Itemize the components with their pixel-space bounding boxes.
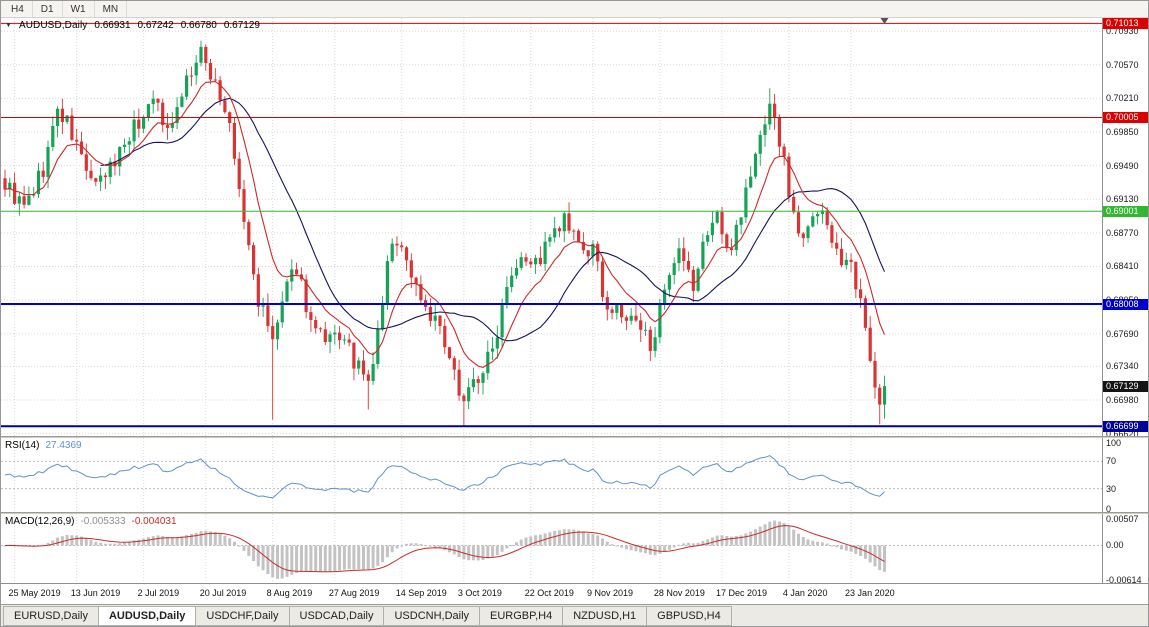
hline-price-label: 0.69001 <box>1103 205 1148 217</box>
rsi-canvas <box>1 438 1102 512</box>
one-click-trading-toggle-icon[interactable]: ▼ <box>5 22 12 29</box>
date-axis-label: 14 Sep 2019 <box>395 588 447 598</box>
date-axis-label: 4 Jan 2020 <box>782 588 828 598</box>
ohlc-high: 0.67242 <box>137 20 174 31</box>
macd-main-value: -0.005333 <box>80 516 126 527</box>
chart-tab-audusd-daily[interactable]: AUDUSD,Daily <box>97 605 197 626</box>
date-axis-label: 8 Aug 2019 <box>266 588 313 598</box>
hline-price-label: 0.66699 <box>1103 420 1148 432</box>
rsi-label: RSI(14) 27.4369 <box>5 440 82 451</box>
chart-tab-eurusd-daily[interactable]: EURUSD,Daily <box>3 605 99 626</box>
panel-splitter-2[interactable] <box>1 512 1148 514</box>
price-axis-tick: 0.66980 <box>1106 395 1139 406</box>
price-axis-tick: 0.67340 <box>1106 361 1139 372</box>
price-axis-tick: 0.70570 <box>1106 59 1139 70</box>
timeframe-button-d1[interactable]: D1 <box>33 1 63 17</box>
date-axis-label: 3 Oct 2019 <box>457 588 502 598</box>
date-axis-label: 2 Jul 2019 <box>137 588 180 598</box>
macd-histogram <box>3 520 886 579</box>
rsi-value: 27.4369 <box>45 440 82 451</box>
rsi-axis[interactable]: 100 70 30 0 <box>1102 438 1148 512</box>
candlestick-series <box>3 40 887 427</box>
date-axis-label: 23 Jan 2020 <box>845 588 895 598</box>
chart-symbol-title: AUDUSD,Daily <box>18 20 88 31</box>
rsi-axis-tick: 100 <box>1106 438 1122 448</box>
price-chart-panel[interactable]: 0.70930 0.70570 0.70210 0.69850 0.69490 0.691… <box>1 18 1148 436</box>
date-axis-label: 22 Oct 2019 <box>524 588 574 598</box>
chart-shift-marker <box>880 18 889 24</box>
date-axis-label: 20 Jul 2019 <box>199 588 247 598</box>
chart-title: ▼ AUDUSD,Daily 0.66931 0.67242 0.66780 0… <box>5 20 260 31</box>
macd-axis-tick: 0.00507 <box>1106 514 1139 524</box>
chart-tab-eurgbp-h4[interactable]: EURGBP,H4 <box>479 605 564 626</box>
macd-label: MACD(12,26,9) -0.005333 -0.004031 <box>5 516 177 527</box>
price-axis-tick: 0.68770 <box>1106 227 1139 238</box>
timeframe-toolbar: H4 D1 W1 MN <box>1 1 1148 18</box>
rsi-name: RSI(14) <box>5 440 40 451</box>
date-axis-label: 27 Aug 2019 <box>328 588 380 598</box>
chart-tab-gbpusd-h4[interactable]: GBPUSD,H4 <box>646 605 732 626</box>
rsi-grid <box>1 438 1102 512</box>
timeframe-button-w1[interactable]: W1 <box>63 1 95 17</box>
macd-signal-line <box>4 525 885 573</box>
price-axis-tick: 0.69850 <box>1106 126 1139 137</box>
price-axis[interactable]: 0.70930 0.70570 0.70210 0.69850 0.69490 0.691… <box>1102 18 1148 436</box>
price-axis-tick: 0.68410 <box>1106 261 1139 272</box>
price-axis-tick: 0.67690 <box>1106 328 1139 339</box>
macd-name: MACD(12,26,9) <box>5 516 75 527</box>
price-axis-tick: 0.69130 <box>1106 194 1139 205</box>
price-chart-canvas <box>1 18 1102 436</box>
price-axis-tick: 0.69490 <box>1106 160 1139 171</box>
chart-tab-usdchf-daily[interactable]: USDCHF,Daily <box>195 605 290 626</box>
ohlc-open: 0.66931 <box>94 20 131 31</box>
price-axis-tick: 0.70930 <box>1106 26 1139 37</box>
macd-canvas <box>1 514 1102 583</box>
hline-price-label: 0.70005 <box>1103 111 1148 123</box>
ohlc-low: 0.66780 <box>180 20 217 31</box>
macd-signal-value: -0.004031 <box>131 516 177 527</box>
panel-splitter-1[interactable] <box>1 436 1148 438</box>
macd-indicator-panel[interactable]: 0.00507 0.00 -0.00614 MACD(12,26,9) -0.005… <box>1 514 1148 583</box>
date-axis-label: 25 May 2019 <box>8 588 61 598</box>
hline-price-label: 0.71013 <box>1103 18 1148 29</box>
timeframe-button-h4[interactable]: H4 <box>3 1 33 17</box>
price-axis-tick: 0.70210 <box>1106 93 1139 104</box>
rsi-line <box>4 455 885 499</box>
current-price-label: 0.67129 <box>1103 380 1148 392</box>
rsi-indicator-panel[interactable]: 100 70 30 0 RSI(14) 27.4369 <box>1 438 1148 512</box>
date-axis[interactable]: 25 May 2019 13 Jun 2019 2 Jul 2019 20 Jul 2… <box>1 583 1148 604</box>
hline-price-label: 0.68008 <box>1103 298 1148 310</box>
macd-axis-tick: 0.00 <box>1106 540 1124 551</box>
date-axis-label: 9 Nov 2019 <box>586 588 633 598</box>
rsi-axis-tick: 0 <box>1106 504 1112 512</box>
price-grid <box>1 18 1102 436</box>
timeframe-button-mn[interactable]: MN <box>95 1 128 17</box>
date-axis-label: 28 Nov 2019 <box>653 588 705 598</box>
chart-tab-usdcad-daily[interactable]: USDCAD,Daily <box>288 605 385 626</box>
chart-tab-nzdusd-h1[interactable]: NZDUSD,H1 <box>562 605 648 626</box>
ohlc-close: 0.67129 <box>223 20 260 31</box>
date-axis-label: 17 Dec 2019 <box>716 588 768 598</box>
price-axis-tick: 0.66620 <box>1106 428 1139 436</box>
date-axis-label: 13 Jun 2019 <box>70 588 121 598</box>
macd-axis-tick: -0.00614 <box>1106 575 1142 583</box>
chart-tab-usdcnh-daily[interactable]: USDCNH,Daily <box>383 605 481 626</box>
rsi-axis-tick: 70 <box>1106 456 1117 467</box>
macd-axis[interactable]: 0.00507 0.00 -0.00614 <box>1102 514 1148 583</box>
moving-averages <box>4 81 886 368</box>
rsi-axis-tick: 30 <box>1106 483 1117 494</box>
horizontal-lines-layer[interactable] <box>1 22 1102 428</box>
chart-tabbar: EURUSD,Daily AUDUSD,Daily USDCHF,Daily USDC… <box>1 604 1148 626</box>
